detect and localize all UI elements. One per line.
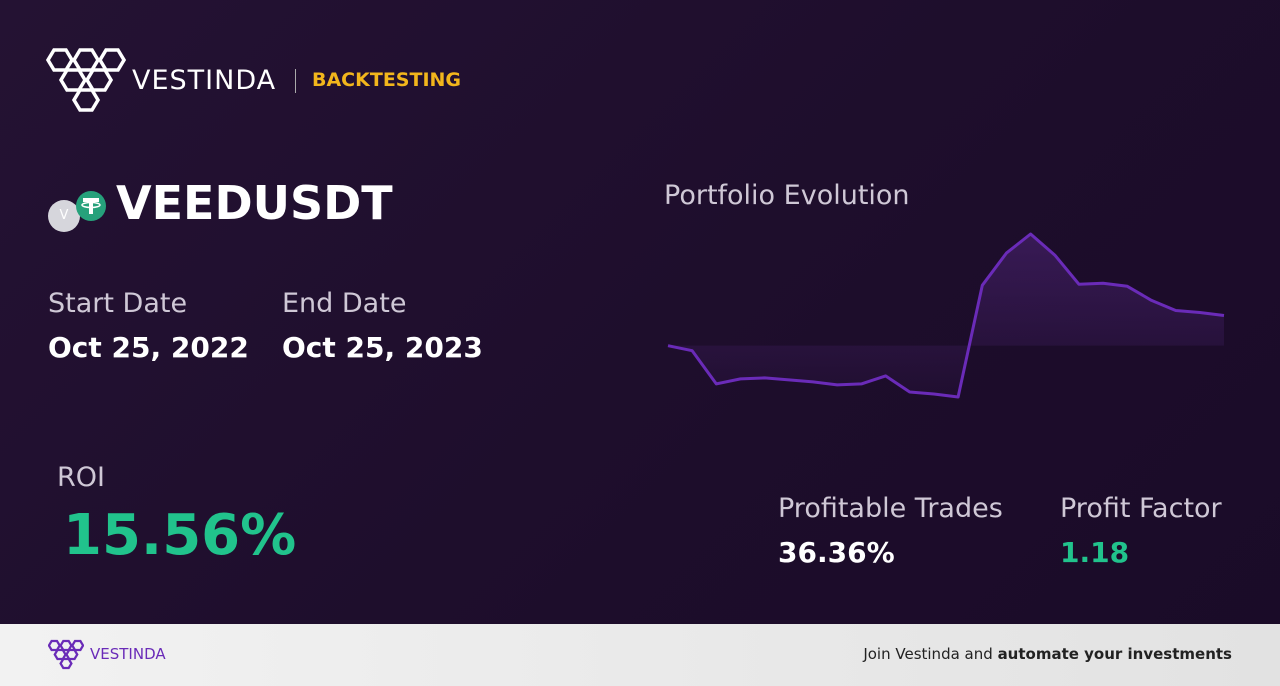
footer-brand: VESTINDA <box>90 645 166 663</box>
chart-title: Portfolio Evolution <box>664 180 910 211</box>
factor-label: Profit Factor <box>1060 493 1222 524</box>
roi-value: 15.56% <box>63 503 297 568</box>
logo <box>46 48 126 112</box>
footer-text: Join Vestinda and <box>863 645 993 663</box>
coin-icon: V <box>48 200 80 232</box>
brand: VESTINDA <box>132 65 277 96</box>
trades-value: 36.36% <box>778 536 895 569</box>
tether-icon <box>76 191 106 221</box>
area <box>668 234 1224 397</box>
roi-label: ROI <box>57 462 105 493</box>
start-label: Start Date <box>48 288 188 319</box>
footer-bold: automate your investments <box>997 645 1232 663</box>
line <box>667 232 1225 399</box>
footer: VESTINDA Join Vestinda and automate your… <box>0 624 1280 686</box>
symbol: VEEDUSDT <box>116 176 393 230</box>
chart <box>667 232 1225 399</box>
tag: BACKTESTING <box>312 69 462 91</box>
divider <box>295 69 296 93</box>
factor-value: 1.18 <box>1060 536 1130 569</box>
trades-label: Profitable Trades <box>778 493 1003 524</box>
footer-logo <box>48 639 84 670</box>
footer-cta: Join Vestinda and automate your investme… <box>863 647 1232 662</box>
start-value: Oct 25, 2022 <box>48 331 249 364</box>
end-label: End Date <box>282 288 407 319</box>
end-value: Oct 25, 2023 <box>282 331 483 364</box>
